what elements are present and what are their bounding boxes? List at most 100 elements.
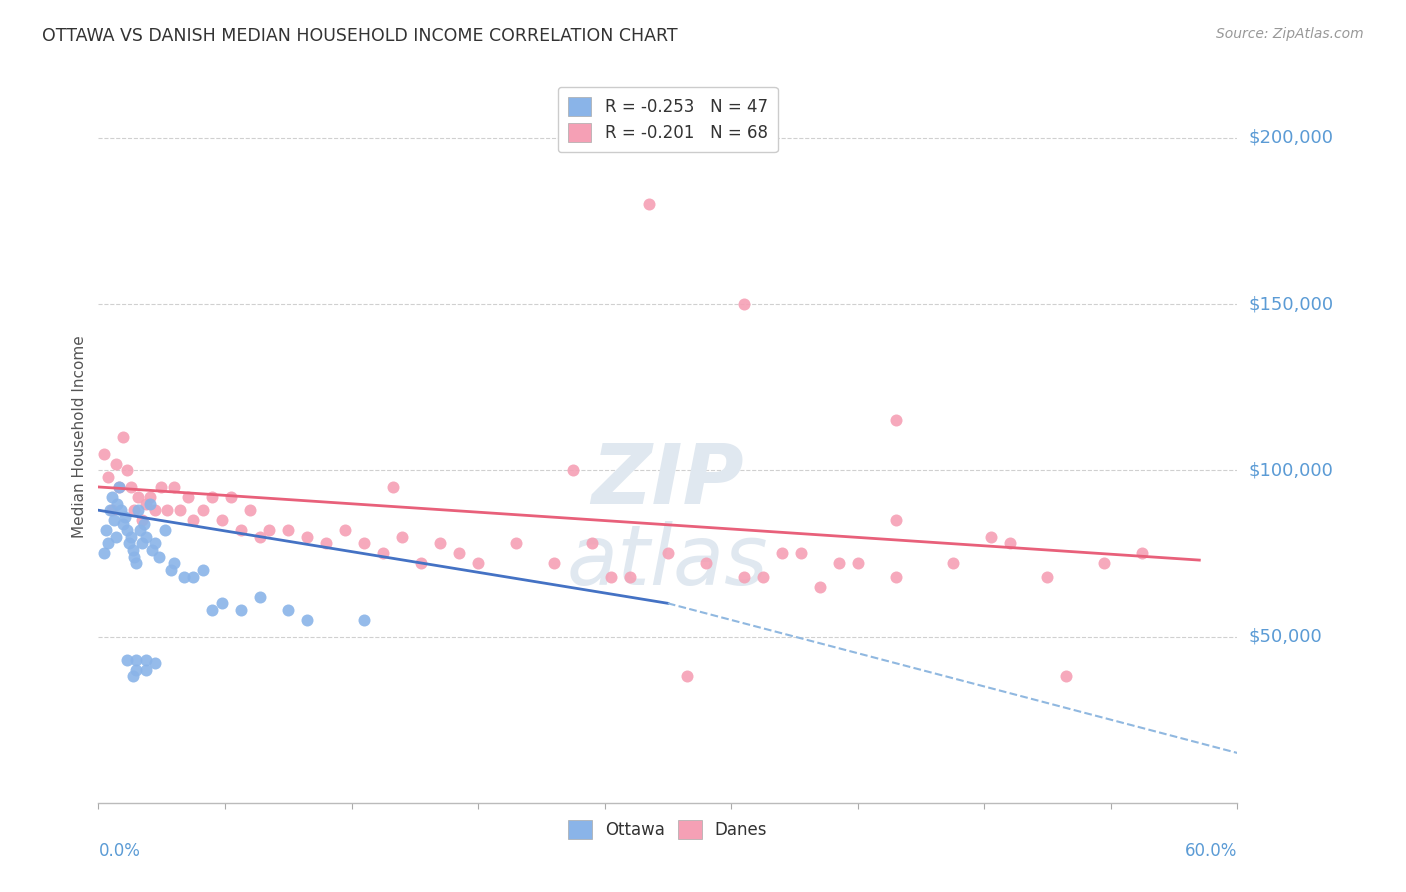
- Point: [120, 480, 142, 494]
- Point: [103, 513, 125, 527]
- Point: [156, 503, 179, 517]
- Point: [297, 530, 319, 544]
- Point: [183, 570, 205, 584]
- Point: [1094, 557, 1116, 571]
- Point: [249, 530, 271, 544]
- Point: [108, 480, 131, 494]
- Point: [191, 563, 214, 577]
- Y-axis label: Median Household Income: Median Household Income: [72, 335, 87, 539]
- Point: [176, 490, 198, 504]
- Point: [211, 513, 233, 527]
- Point: [391, 530, 413, 544]
- Point: [110, 503, 132, 517]
- Point: [145, 656, 167, 670]
- Point: [249, 590, 271, 604]
- Point: [129, 523, 152, 537]
- Point: [201, 603, 224, 617]
- Point: [543, 557, 565, 571]
- Point: [221, 490, 243, 504]
- Point: [131, 536, 153, 550]
- Point: [100, 503, 122, 517]
- Point: [150, 480, 173, 494]
- Legend: Ottawa, Danes: Ottawa, Danes: [561, 814, 775, 846]
- Point: [145, 503, 167, 517]
- Point: [93, 447, 115, 461]
- Point: [159, 563, 181, 577]
- Text: atlas: atlas: [567, 521, 769, 602]
- Point: [141, 543, 163, 558]
- Point: [173, 570, 195, 584]
- Point: [125, 663, 148, 677]
- Point: [121, 669, 143, 683]
- Point: [411, 557, 433, 571]
- Point: [127, 503, 149, 517]
- Point: [1036, 570, 1059, 584]
- Point: [115, 523, 138, 537]
- Point: [115, 463, 138, 477]
- Point: [138, 497, 160, 511]
- Point: [239, 503, 262, 517]
- Point: [505, 536, 527, 550]
- Point: [619, 570, 641, 584]
- Text: 0.0%: 0.0%: [98, 842, 141, 860]
- Point: [127, 490, 149, 504]
- Point: [97, 470, 120, 484]
- Text: $200,000: $200,000: [1249, 128, 1333, 147]
- Point: [808, 580, 831, 594]
- Point: [125, 653, 148, 667]
- Point: [229, 603, 252, 617]
- Text: $100,000: $100,000: [1249, 461, 1333, 479]
- Point: [770, 546, 793, 560]
- Point: [131, 513, 153, 527]
- Point: [98, 503, 121, 517]
- Point: [104, 530, 127, 544]
- Text: 60.0%: 60.0%: [1185, 842, 1237, 860]
- Point: [884, 570, 907, 584]
- Point: [183, 513, 205, 527]
- Point: [449, 546, 471, 560]
- Point: [884, 413, 907, 427]
- Point: [1056, 669, 1078, 683]
- Point: [600, 570, 623, 584]
- Point: [191, 503, 214, 517]
- Point: [108, 480, 131, 494]
- Point: [259, 523, 281, 537]
- Point: [381, 480, 404, 494]
- Point: [846, 557, 869, 571]
- Point: [135, 530, 157, 544]
- Point: [104, 457, 127, 471]
- Point: [163, 557, 186, 571]
- Point: [135, 663, 157, 677]
- Point: [163, 480, 186, 494]
- Point: [138, 490, 160, 504]
- Point: [120, 530, 142, 544]
- Point: [107, 497, 129, 511]
- Point: [93, 546, 115, 560]
- Point: [752, 570, 775, 584]
- Point: [277, 523, 299, 537]
- Point: [115, 653, 138, 667]
- Point: [1132, 546, 1154, 560]
- Point: [277, 603, 299, 617]
- Point: [169, 503, 191, 517]
- Point: [148, 549, 170, 564]
- Point: [790, 546, 813, 560]
- Point: [135, 653, 157, 667]
- Point: [942, 557, 965, 571]
- Point: [353, 613, 375, 627]
- Point: [335, 523, 357, 537]
- Point: [112, 516, 135, 531]
- Point: [998, 536, 1021, 550]
- Point: [124, 503, 146, 517]
- Text: Source: ZipAtlas.com: Source: ZipAtlas.com: [1216, 27, 1364, 41]
- Point: [695, 557, 717, 571]
- Point: [353, 536, 375, 550]
- Point: [124, 549, 146, 564]
- Point: [979, 530, 1001, 544]
- Text: $50,000: $50,000: [1249, 628, 1322, 646]
- Point: [100, 490, 122, 504]
- Point: [94, 523, 117, 537]
- Point: [153, 523, 176, 537]
- Point: [638, 197, 661, 211]
- Point: [114, 509, 136, 524]
